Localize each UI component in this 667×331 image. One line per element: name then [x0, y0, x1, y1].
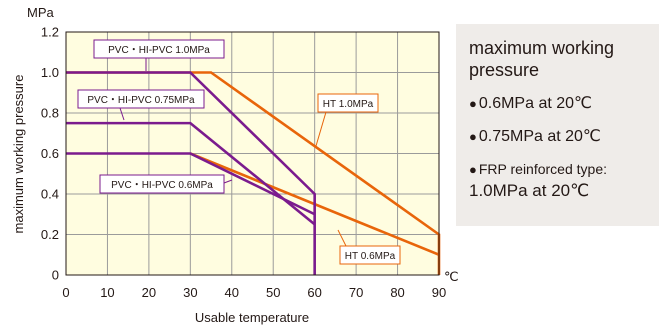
info-item-frp: ● FRP reinforced type:: [469, 160, 647, 179]
x-tick-label: 70: [349, 285, 363, 300]
x-tick-label: 50: [266, 285, 280, 300]
info-item-0.6mpa: ● 0.6MPa at 20℃: [469, 94, 647, 113]
series-label: PVC・HI-PVC 1.0MPa: [108, 45, 210, 56]
series-line-pvc: [66, 121, 316, 226]
info-panel: maximum working pressure ● 0.6MPa at 20℃ …: [456, 24, 659, 226]
info-frp-value: 1.0MPa at 20℃: [469, 181, 590, 200]
series-label: HT 1.0MPa: [323, 99, 374, 110]
callout-leader: [119, 107, 125, 121]
info-item-0.75mpa: ● 0.75MPa at 20℃: [469, 127, 647, 146]
series-label: PVC・HI-PVC 0.75MPa: [87, 95, 195, 106]
info-title: maximum working pressure: [469, 38, 615, 80]
callout-leader: [337, 229, 347, 247]
series-callouts: PVC・HI-PVC 1.0MPa PVC・HI-PVC 0.75MPa PVC・H…: [77, 39, 401, 265]
y-tick-label: 1.2: [41, 25, 59, 40]
series-label: HT 0.6MPa: [345, 251, 396, 262]
x-tick-label: 20: [142, 285, 156, 300]
y-tick-label: 0: [52, 268, 59, 283]
y-tick-label: 0.4: [41, 187, 59, 202]
y-axis-unit: MPa: [27, 5, 55, 20]
info-frp-label: FRP reinforced type:: [478, 161, 607, 177]
series-line-pvc: [66, 152, 316, 216]
bullet-icon: ●: [469, 129, 477, 144]
y-axis-label: maximum working pressure: [11, 75, 26, 234]
y-tick-label: 0.8: [41, 106, 59, 121]
series-line-pvc: [66, 71, 316, 275]
x-tick-label: 30: [183, 285, 197, 300]
info-item-text: 0.6MPa at 20℃: [478, 95, 592, 112]
series-label: PVC・HI-PVC 0.6MPa: [111, 180, 213, 191]
x-tick-label: 40: [225, 285, 239, 300]
plot-frame: [65, 31, 440, 276]
callout-leader: [315, 111, 327, 147]
info-item-text: 0.75MPa at 20℃: [478, 128, 601, 145]
callout-box: [339, 245, 401, 265]
callout-box: [77, 89, 205, 109]
y-tick-label: 0.6: [41, 146, 59, 161]
x-tick-label: 90: [432, 285, 446, 300]
callout-box: [93, 39, 225, 59]
x-axis-unit: ℃: [444, 269, 459, 284]
tick-labels: 0 10 20 30 40 50 60 70 80 90 0 0.2 0.4 0.6 0.8 1.0 1.2: [41, 25, 446, 301]
x-tick-label: 0: [62, 285, 69, 300]
callout-box: [99, 174, 225, 194]
callout-box: [317, 93, 379, 113]
x-tick-label: 10: [100, 285, 114, 300]
x-axis-label: Usable temperature: [195, 310, 309, 325]
bullet-icon: ●: [469, 162, 477, 177]
y-tick-label: 0.2: [41, 227, 59, 242]
callout-leader: [223, 179, 233, 184]
bullet-icon: ●: [469, 96, 477, 111]
y-tick-label: 1.0: [41, 65, 59, 80]
x-tick-label: 80: [390, 285, 404, 300]
x-tick-label: 60: [307, 285, 321, 300]
